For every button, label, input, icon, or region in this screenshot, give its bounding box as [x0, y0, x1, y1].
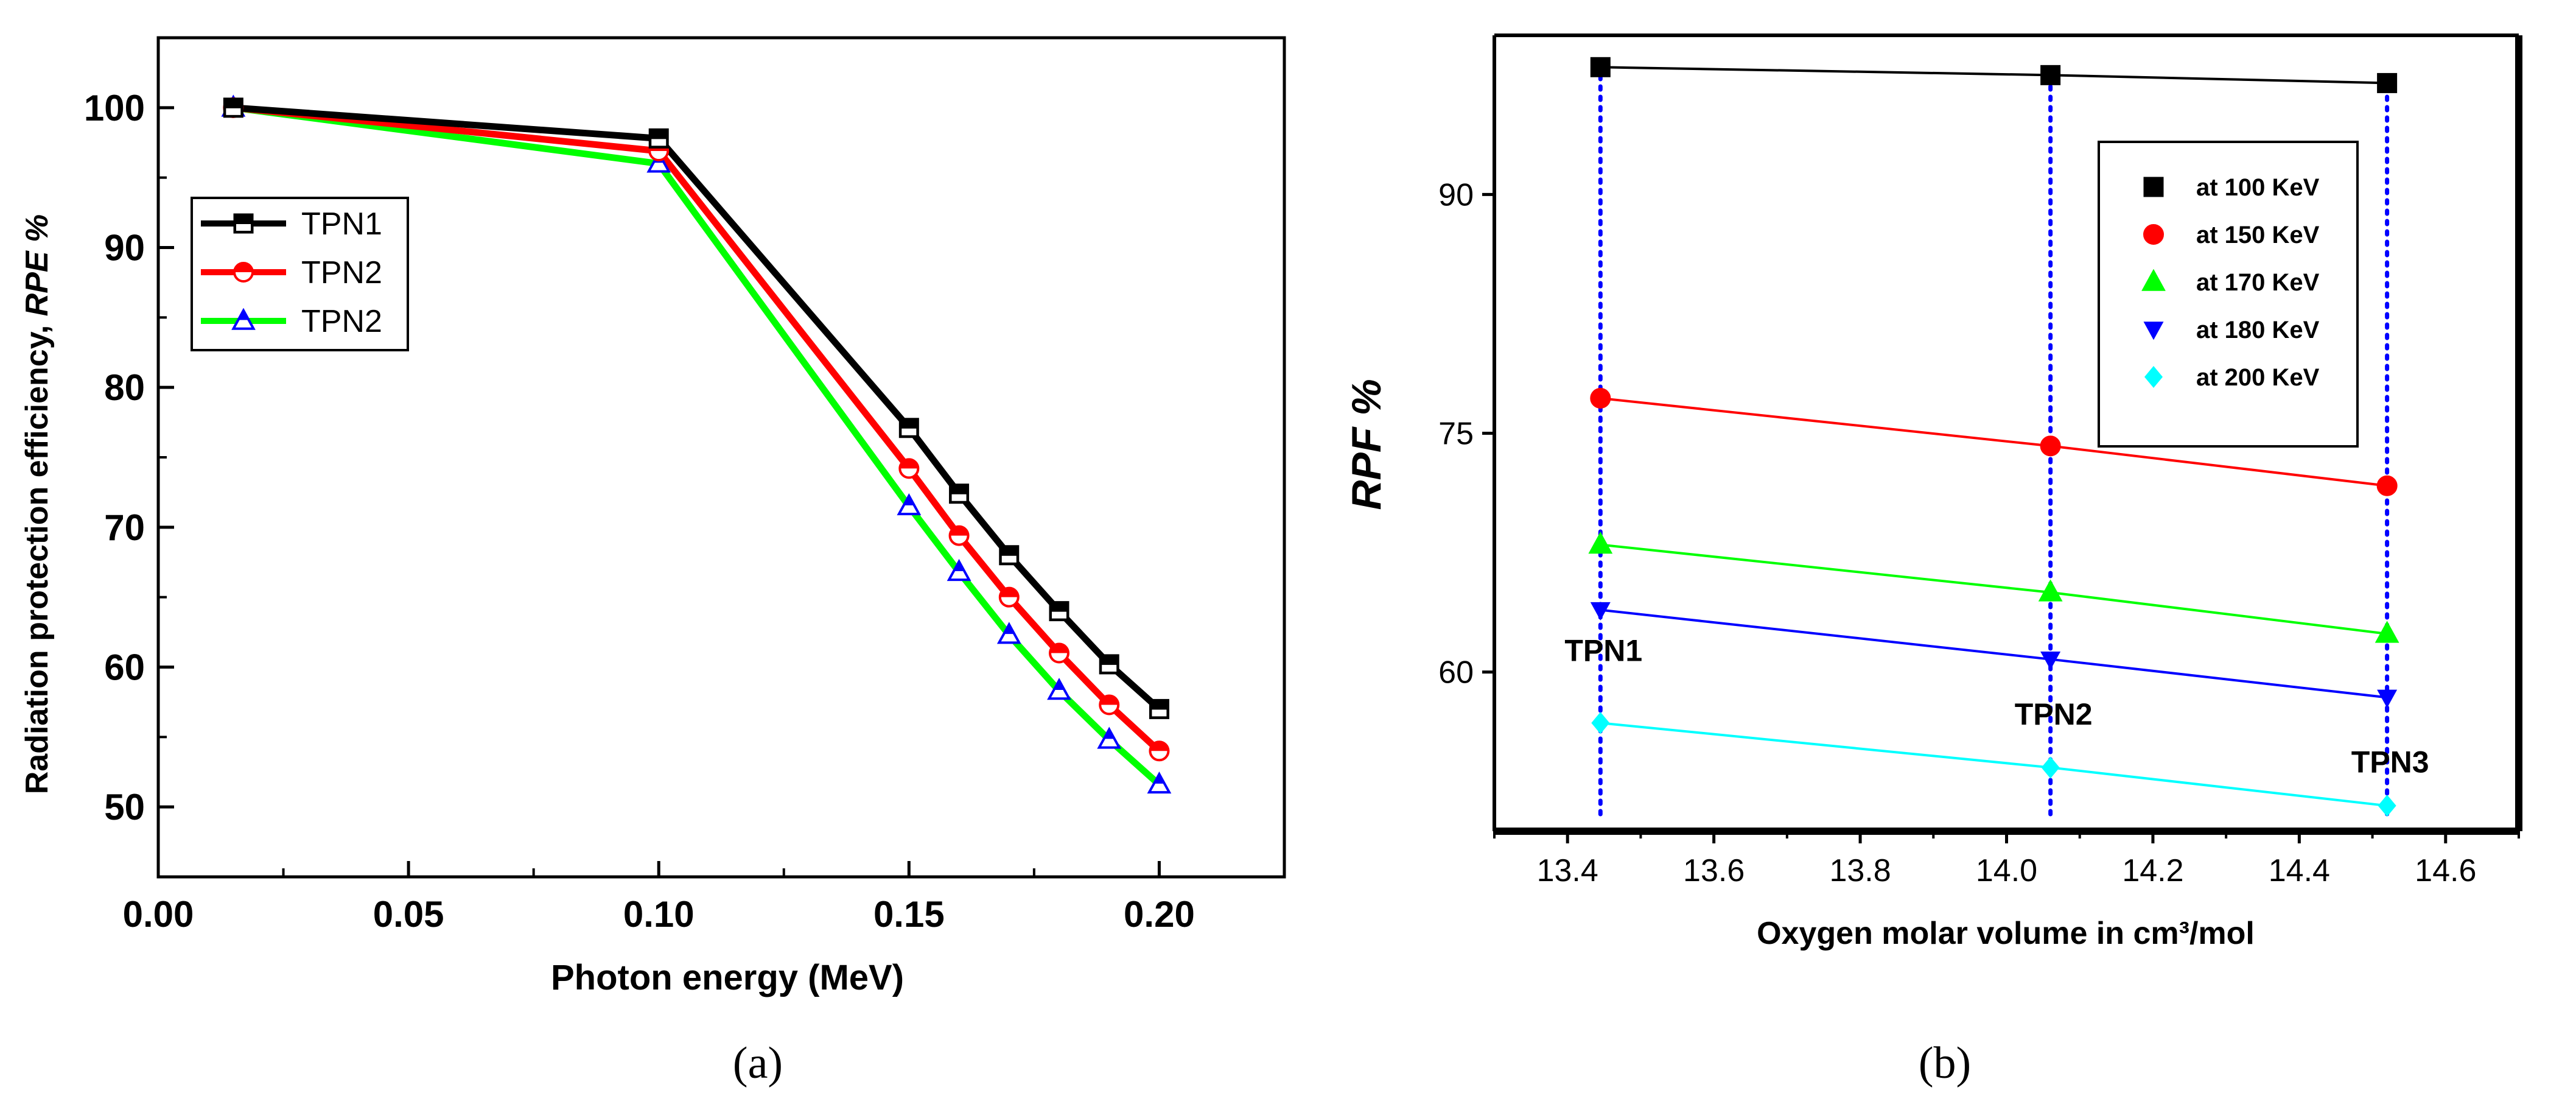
x-tick-label-b: 14.6	[2415, 853, 2476, 888]
legend-marker-b	[2143, 322, 2164, 340]
data-point-b-0	[2377, 72, 2398, 93]
data-point-a-0-fill	[226, 108, 241, 115]
x-tick-label-b: 13.8	[1829, 853, 1891, 888]
data-point-b-1	[1590, 387, 1611, 409]
chart-b: 13.4 13.6 13.8 14.0 14.2 14.4 14.6 60 75 90 TPN1 T…	[1343, 33, 2522, 1088]
x-tick-label-b: 14.2	[2122, 853, 2183, 888]
data-point-b-0	[2040, 65, 2061, 85]
y-tick-label-a: 60	[104, 647, 145, 688]
data-point-b-3	[2377, 689, 2398, 708]
legend-label-b: at 100 KeV	[2196, 174, 2320, 201]
x-tick-label-a: 0.20	[1124, 894, 1195, 935]
series-line-a-2	[233, 104, 1162, 787]
data-point-a-0-fill	[1152, 709, 1167, 717]
data-point-b-2	[1588, 532, 1613, 554]
data-point-b-2	[2038, 579, 2063, 602]
point-annotation: TPN3	[2351, 745, 2429, 779]
data-point-a-1-fill	[950, 526, 968, 536]
panel-label-a: (a)	[733, 1038, 783, 1088]
legend-label-a: TPN1	[301, 206, 382, 242]
legend-a: TPN1 TPN2 TPN2	[191, 197, 409, 351]
data-point-b-1	[2376, 475, 2398, 496]
data-point-a-0-fill	[1001, 555, 1017, 563]
legend-label-b: at 200 KeV	[2196, 364, 2320, 391]
data-point-a-0-fill	[951, 494, 967, 501]
data-point-a-2-fill	[1054, 680, 1065, 691]
data-point-b-2	[2375, 621, 2399, 643]
y-tick-label-b: 75	[1438, 417, 1474, 452]
x-tick-label-a: 0.15	[873, 894, 945, 935]
data-point-a-0-fill	[651, 139, 667, 146]
legend-label-b: at 170 KeV	[2196, 269, 2320, 296]
x-tick-label-b: 13.6	[1683, 853, 1745, 888]
legend-frame-b	[2098, 141, 2359, 448]
data-point-a-1-fill	[999, 588, 1018, 597]
data-point-b-1	[2040, 435, 2061, 457]
data-point-a-2-fill	[953, 561, 965, 571]
y-tick-label-a: 50	[104, 787, 145, 828]
point-annotation: TPN1	[1564, 634, 1642, 668]
y-tick-label-b: 90	[1438, 177, 1474, 213]
x-axis-label-a: Photon energy (MeV)	[551, 958, 904, 997]
data-point-a-2-fill	[903, 496, 915, 505]
x-tick-label-a: 0.05	[373, 894, 444, 935]
x-tick-label-a: 0.10	[623, 894, 695, 935]
data-point-a-1-fill	[1150, 742, 1169, 751]
data-point-b-3	[1590, 602, 1611, 621]
legend-marker-a-fill	[234, 263, 253, 272]
y-axis-label-a-text: Radiation protection efficiency,	[19, 316, 55, 794]
legend-label-b: at 150 KeV	[2196, 222, 2320, 248]
y-tick-label-a: 90	[104, 228, 145, 269]
x-tick-label-b: 14.4	[2269, 853, 2330, 888]
data-point-a-0-fill	[1052, 611, 1066, 619]
x-tick-label-b: 13.4	[1537, 853, 1598, 888]
data-point-a-2-fill	[1153, 774, 1165, 784]
legend-marker-b	[2143, 177, 2164, 197]
data-point-b-4	[1591, 712, 1610, 734]
x-tick-label-a: 0.00	[123, 894, 194, 935]
y-tick-label-a: 70	[104, 507, 145, 548]
x-tick-label-b: 14.0	[1976, 853, 2037, 888]
x-axis-label-b: Oxygen molar volume in cm³/mol	[1757, 916, 2255, 951]
panel-label-b: (b)	[1919, 1038, 1971, 1088]
y-axis-label-a-italic: RPE %	[19, 214, 55, 317]
data-point-a-1-fill	[900, 459, 919, 469]
data-point-a-2-fill	[1004, 624, 1015, 635]
series-line-a-1	[233, 104, 1162, 754]
y-tick-label-a: 80	[104, 367, 145, 408]
y-tick-label-b: 60	[1438, 655, 1474, 691]
data-point-a-0-fill	[1102, 664, 1117, 672]
point-annotation: TPN2	[2015, 697, 2093, 731]
data-point-b-3	[2040, 651, 2061, 670]
data-point-b-4	[2378, 795, 2396, 817]
data-point-a-1-fill	[1050, 644, 1068, 653]
legend-label-a: TPN2	[301, 255, 382, 290]
legend-label-b: at 180 KeV	[2196, 317, 2320, 343]
legend-marker-b	[2141, 269, 2166, 291]
legend-label-a: TPN2	[301, 304, 382, 339]
y-axis-label-a: Radiation protection efficiency, RPE %	[19, 214, 55, 795]
y-tick-label-a: 100	[84, 88, 145, 128]
data-point-b-4	[2041, 756, 2060, 779]
legend-marker-b	[2144, 366, 2163, 388]
data-point-a-0-fill	[901, 428, 917, 435]
legend-b: at 100 KeV at 150 KeV at 170 KeV at 180 KeV…	[2098, 141, 2359, 448]
legend-marker-a-fill	[238, 310, 249, 320]
legend-marker-a-fill	[236, 224, 251, 231]
data-point-b-0	[1590, 57, 1611, 77]
data-point-a-2-fill	[1104, 729, 1115, 739]
y-axis-label-b: RPF %	[1343, 379, 1390, 510]
data-point-a-1-fill	[1100, 695, 1119, 705]
legend-marker-b	[2143, 224, 2164, 245]
